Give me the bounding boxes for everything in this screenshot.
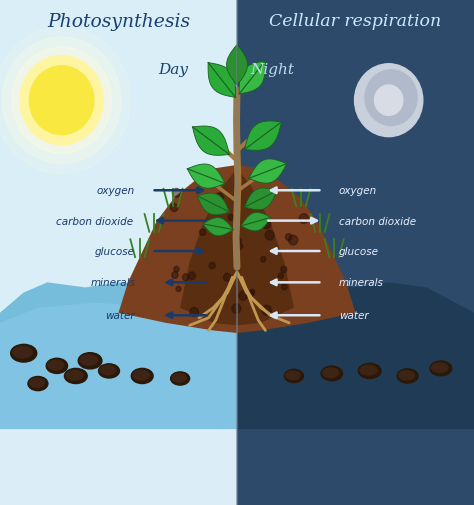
Circle shape: [237, 244, 243, 250]
Ellipse shape: [46, 359, 67, 374]
Ellipse shape: [321, 367, 342, 381]
Ellipse shape: [99, 364, 119, 378]
Circle shape: [224, 274, 231, 282]
Text: Day: Day: [158, 63, 188, 77]
Polygon shape: [245, 189, 277, 210]
Circle shape: [355, 65, 423, 137]
Ellipse shape: [284, 370, 303, 383]
Text: Cellular respiration: Cellular respiration: [269, 13, 442, 30]
Ellipse shape: [397, 369, 418, 383]
Circle shape: [2, 38, 121, 164]
Circle shape: [170, 204, 178, 212]
Polygon shape: [180, 169, 294, 326]
Ellipse shape: [286, 371, 300, 380]
Polygon shape: [208, 64, 236, 98]
Polygon shape: [249, 160, 287, 184]
Circle shape: [173, 189, 181, 198]
Polygon shape: [118, 166, 356, 333]
Ellipse shape: [431, 363, 448, 373]
Polygon shape: [239, 62, 265, 95]
Polygon shape: [192, 127, 229, 156]
Ellipse shape: [66, 371, 83, 380]
Ellipse shape: [360, 366, 377, 375]
Circle shape: [12, 48, 111, 154]
Circle shape: [20, 57, 103, 145]
Circle shape: [0, 28, 130, 174]
Text: carbon dioxide: carbon dioxide: [339, 216, 416, 226]
Circle shape: [228, 215, 234, 221]
Ellipse shape: [78, 353, 102, 369]
Polygon shape: [237, 0, 474, 505]
Text: minerals: minerals: [90, 278, 135, 288]
Ellipse shape: [11, 344, 36, 363]
Circle shape: [182, 274, 189, 281]
Circle shape: [261, 257, 266, 263]
Ellipse shape: [430, 362, 452, 376]
Circle shape: [188, 272, 196, 280]
Polygon shape: [241, 213, 271, 231]
Circle shape: [299, 214, 309, 224]
Text: glucose: glucose: [95, 246, 135, 257]
Ellipse shape: [399, 371, 414, 380]
Circle shape: [248, 291, 254, 297]
Ellipse shape: [13, 347, 32, 359]
Polygon shape: [245, 122, 282, 151]
Ellipse shape: [171, 372, 190, 385]
Ellipse shape: [28, 377, 48, 391]
Text: glucose: glucose: [339, 246, 379, 257]
Polygon shape: [0, 283, 237, 429]
Circle shape: [237, 239, 242, 244]
Circle shape: [29, 67, 94, 135]
Circle shape: [281, 267, 287, 273]
Ellipse shape: [64, 369, 87, 384]
Circle shape: [200, 229, 206, 236]
Ellipse shape: [133, 371, 149, 380]
Ellipse shape: [131, 369, 153, 384]
Circle shape: [174, 267, 179, 273]
Circle shape: [262, 306, 271, 316]
Text: water: water: [105, 311, 135, 321]
Ellipse shape: [323, 368, 339, 378]
Polygon shape: [227, 45, 247, 86]
Circle shape: [190, 308, 199, 317]
Ellipse shape: [100, 366, 116, 375]
Circle shape: [262, 220, 271, 229]
Circle shape: [365, 71, 417, 126]
Ellipse shape: [358, 364, 381, 379]
Text: carbon dioxide: carbon dioxide: [55, 216, 133, 226]
Polygon shape: [197, 194, 229, 215]
Circle shape: [250, 290, 255, 295]
Circle shape: [172, 272, 178, 279]
Text: Photosynthesis: Photosynthesis: [47, 13, 190, 31]
Circle shape: [285, 234, 292, 241]
Circle shape: [278, 273, 283, 279]
Text: oxygen: oxygen: [97, 186, 135, 196]
Ellipse shape: [48, 361, 64, 370]
Circle shape: [282, 284, 287, 290]
Ellipse shape: [29, 379, 45, 388]
Text: oxygen: oxygen: [339, 186, 377, 196]
Polygon shape: [203, 218, 233, 236]
Circle shape: [374, 86, 403, 116]
Ellipse shape: [172, 374, 186, 382]
Text: water: water: [339, 311, 368, 321]
Circle shape: [209, 263, 215, 269]
Circle shape: [232, 304, 241, 314]
Text: Night: Night: [251, 63, 294, 77]
Ellipse shape: [80, 355, 98, 366]
Polygon shape: [0, 303, 237, 429]
Polygon shape: [0, 0, 237, 505]
Polygon shape: [237, 283, 474, 429]
Text: minerals: minerals: [339, 278, 384, 288]
Circle shape: [215, 193, 223, 202]
Polygon shape: [187, 165, 225, 189]
Circle shape: [265, 231, 274, 240]
Circle shape: [239, 291, 247, 300]
Circle shape: [176, 287, 181, 292]
Circle shape: [289, 236, 298, 245]
